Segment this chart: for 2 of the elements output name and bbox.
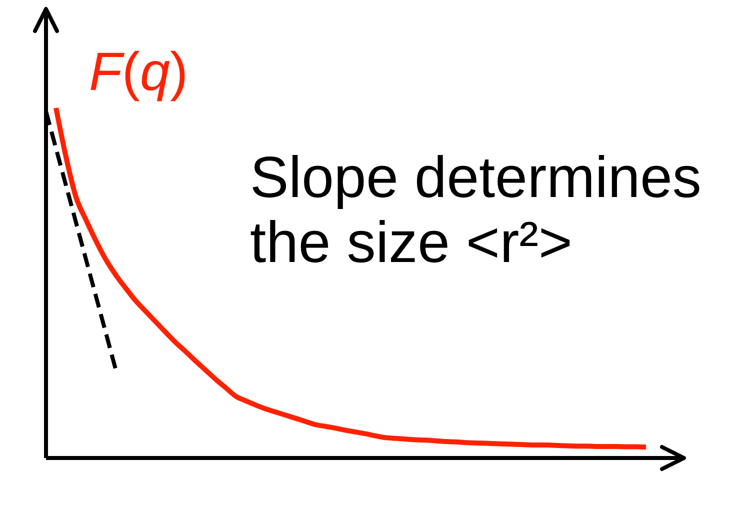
annotation: Slope determines the size <r²> [250,145,702,275]
series-label: F(q) [89,42,188,102]
